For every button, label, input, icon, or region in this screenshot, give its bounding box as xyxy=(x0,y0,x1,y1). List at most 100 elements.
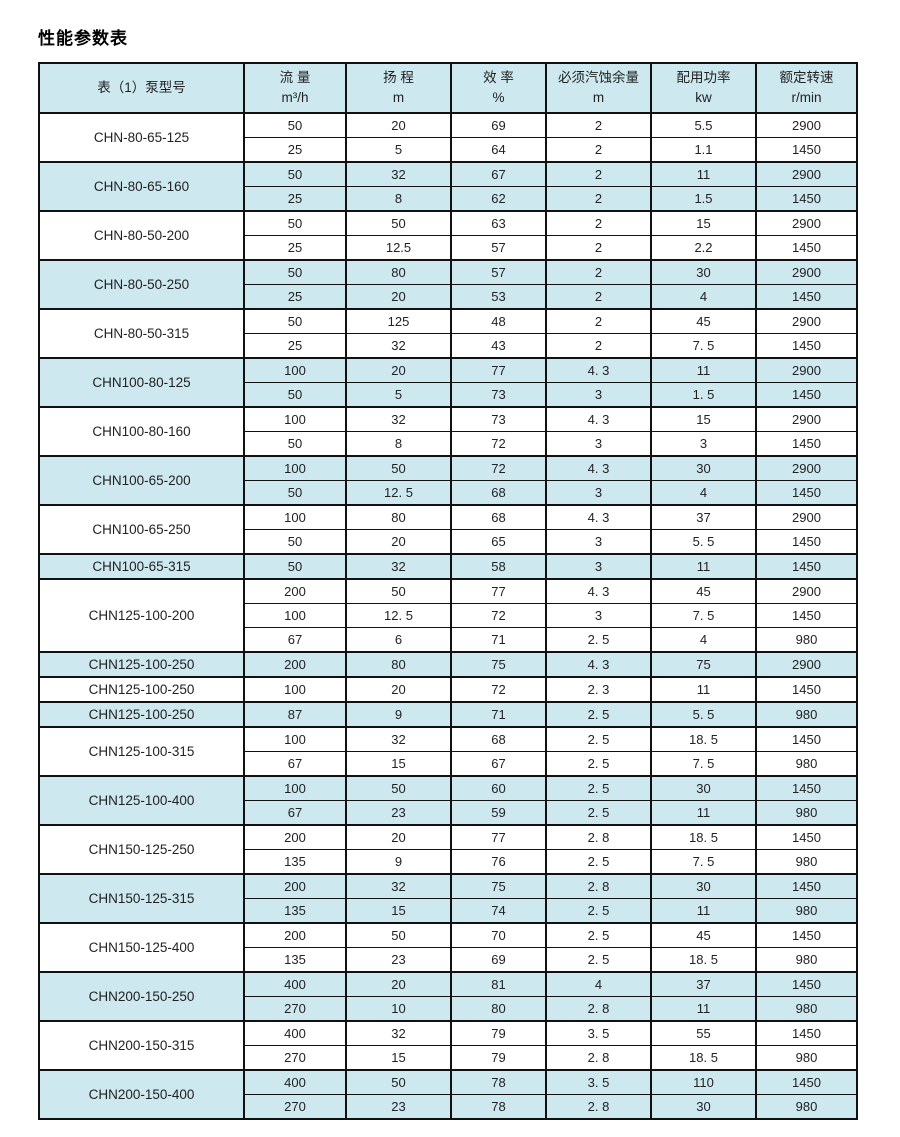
data-cell: 100 xyxy=(243,357,347,383)
data-cell: 2. 5 xyxy=(545,751,652,777)
table-row: 270 15 79 2. 8 18. 5 980 xyxy=(39,1045,858,1071)
data-cell: 5.5 xyxy=(650,112,757,138)
data-cell: 1450 xyxy=(755,186,858,212)
data-cell: 50 xyxy=(345,578,452,604)
table-row: CHN100-80-160 100 32 73 4. 3 15 2900 xyxy=(38,406,858,457)
data-cell: 72 xyxy=(450,455,547,481)
data-cell: 80 xyxy=(450,996,547,1022)
table-row: CHN-80-50-315 50 125 48 2 45 2900 xyxy=(38,308,858,359)
data-cell: 18. 5 xyxy=(650,947,757,973)
data-cell: 1450 xyxy=(755,1020,858,1046)
data-cell: 2. 5 xyxy=(545,898,652,924)
header-line1: 扬 程 xyxy=(383,70,414,86)
data-cell: 50 xyxy=(345,922,452,948)
header-line1: 效 率 xyxy=(483,70,514,86)
data-cell: 20 xyxy=(345,676,452,703)
data-cell: 8 xyxy=(345,431,452,457)
data-cell: 2. 5 xyxy=(545,800,652,826)
data-cell: 81 xyxy=(450,971,547,997)
data-cell: 2900 xyxy=(755,504,858,530)
data-cell: 1450 xyxy=(755,603,858,628)
data-cell: 57 xyxy=(450,235,547,261)
data-cell: 1450 xyxy=(755,480,858,506)
data-cell: 87 xyxy=(243,701,347,728)
data-cell: 43 xyxy=(450,333,547,359)
data-cell: 4. 3 xyxy=(545,651,652,678)
data-cell: 200 xyxy=(243,873,347,899)
data-cell: 50 xyxy=(243,553,347,580)
header-line1: 配用功率 xyxy=(676,70,731,86)
table-row: 135 9 76 2. 5 7. 5 980 xyxy=(39,849,858,875)
data-cell: 3 xyxy=(545,553,652,580)
data-cell: 77 xyxy=(450,824,547,850)
data-cell: 270 xyxy=(243,1094,347,1120)
data-cell: 18. 5 xyxy=(650,726,757,752)
data-cell: 58 xyxy=(450,553,547,580)
table-row: 25 8 62 2 1.5 1450 xyxy=(39,186,858,212)
table-row: CHN100-65-250 100 80 68 4. 3 37 2900 xyxy=(38,504,858,555)
data-cell: 2. 5 xyxy=(545,627,652,653)
data-cell: 20 xyxy=(345,529,452,555)
model-cell: CHN-80-65-160 xyxy=(38,161,245,212)
model-cell: CHN100-80-160 xyxy=(38,406,245,457)
data-cell: 67 xyxy=(450,751,547,777)
model-cell: CHN150-125-250 xyxy=(38,824,245,875)
data-cell: 400 xyxy=(243,1069,347,1095)
data-cell: 50 xyxy=(345,455,452,481)
data-cell: 980 xyxy=(755,996,858,1022)
table-row: CHN-80-50-200 50 50 63 2 15 2900 xyxy=(38,210,858,261)
data-cell: 135 xyxy=(243,849,347,875)
data-cell: 1450 xyxy=(755,824,858,850)
data-cell: 980 xyxy=(755,800,858,826)
data-cell: 67 xyxy=(243,800,347,826)
header-line2: kw xyxy=(695,90,712,105)
data-cell: 30 xyxy=(650,455,757,481)
data-cell: 1450 xyxy=(755,922,858,948)
data-cell: 2900 xyxy=(755,406,858,432)
header-cell: 流 量 m³/h xyxy=(243,62,347,114)
table-row: 25 20 53 2 4 1450 xyxy=(39,284,858,310)
data-cell: 12. 5 xyxy=(345,480,452,506)
data-cell: 25 xyxy=(243,235,347,261)
data-cell: 20 xyxy=(345,112,452,138)
data-cell: 72 xyxy=(450,603,547,628)
data-cell: 980 xyxy=(755,1094,858,1120)
data-cell: 79 xyxy=(450,1045,547,1071)
data-cell: 980 xyxy=(755,849,858,875)
data-cell: 2. 5 xyxy=(545,775,652,801)
data-cell: 53 xyxy=(450,284,547,310)
data-cell: 9 xyxy=(345,701,452,728)
data-cell: 12. 5 xyxy=(345,603,452,628)
data-cell: 100 xyxy=(243,676,347,703)
data-cell: 1450 xyxy=(755,235,858,261)
data-cell: 15 xyxy=(345,1045,452,1071)
data-cell: 200 xyxy=(243,651,347,678)
data-cell: 135 xyxy=(243,947,347,973)
data-cell: 68 xyxy=(450,504,547,530)
data-cell: 74 xyxy=(450,898,547,924)
data-cell: 8 xyxy=(345,186,452,212)
data-cell: 2900 xyxy=(755,455,858,481)
model-cell: CHN100-65-315 xyxy=(38,553,245,580)
data-cell: 32 xyxy=(345,333,452,359)
table-row: CHN-80-65-160 50 32 67 2 11 2900 xyxy=(38,161,858,212)
table-row: CHN100-65-200 100 50 72 4. 3 30 2900 xyxy=(38,455,858,506)
data-cell: 2900 xyxy=(755,308,858,334)
model-cell: CHN125-100-250 xyxy=(38,701,245,728)
data-cell: 2. 8 xyxy=(545,1045,652,1071)
header-line1: 必须汽蚀余量 xyxy=(558,70,639,86)
data-cell: 76 xyxy=(450,849,547,875)
data-cell: 11 xyxy=(650,800,757,826)
data-cell: 110 xyxy=(650,1069,757,1095)
table-row: 67 15 67 2. 5 7. 5 980 xyxy=(39,751,858,777)
header-line2: m xyxy=(592,90,605,105)
table-row: CHN200-150-400 400 50 78 3. 5 110 1450 xyxy=(38,1069,858,1120)
data-cell: 68 xyxy=(450,480,547,506)
header-line2: m xyxy=(392,90,405,105)
data-cell: 30 xyxy=(650,873,757,899)
model-cell: CHN125-100-200 xyxy=(38,578,245,653)
data-cell: 3 xyxy=(545,382,652,408)
data-cell: 32 xyxy=(345,873,452,899)
data-cell: 20 xyxy=(345,971,452,997)
data-cell: 1.5 xyxy=(650,186,757,212)
